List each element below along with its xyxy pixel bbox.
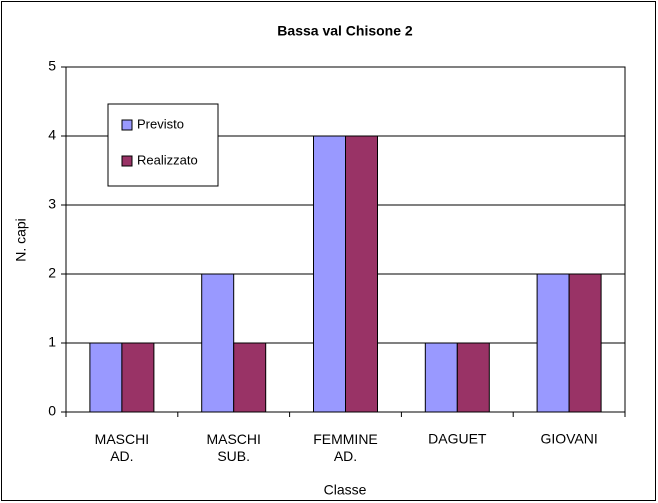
x-tick-label: GIOVANI <box>540 431 597 447</box>
y-tick-label: 2 <box>48 265 56 281</box>
bar <box>121 342 155 413</box>
bar <box>424 342 458 413</box>
y-tick-label: 5 <box>48 58 56 74</box>
chart-title: Bassa val Chisone 2 <box>277 23 413 39</box>
y-tick-label: 4 <box>48 127 56 143</box>
x-tick-label: FEMMINE AD. <box>313 431 378 464</box>
bar <box>345 135 378 413</box>
x-axis-label: Classe <box>324 482 367 498</box>
legend-label: Previsto <box>137 116 184 131</box>
x-tick-label: MASCHI AD. <box>95 431 149 464</box>
legend-swatch <box>121 155 133 167</box>
y-tick-label: 0 <box>48 403 56 419</box>
y-tick-label: 3 <box>48 196 56 212</box>
y-axis-label: N. capi <box>13 218 29 262</box>
legend-box <box>107 103 219 187</box>
legend-swatch <box>121 119 133 131</box>
bar <box>568 273 602 413</box>
bar <box>313 135 346 413</box>
bar <box>201 273 235 413</box>
bar <box>89 342 123 413</box>
bar <box>456 342 490 413</box>
legend-label: Realizzato <box>137 152 198 167</box>
x-tick-label: DAGUET <box>428 431 487 447</box>
bar <box>536 273 570 413</box>
y-tick-label: 1 <box>48 334 56 350</box>
bar <box>233 342 267 413</box>
x-tick-label: MASCHI SUB. <box>206 431 260 464</box>
